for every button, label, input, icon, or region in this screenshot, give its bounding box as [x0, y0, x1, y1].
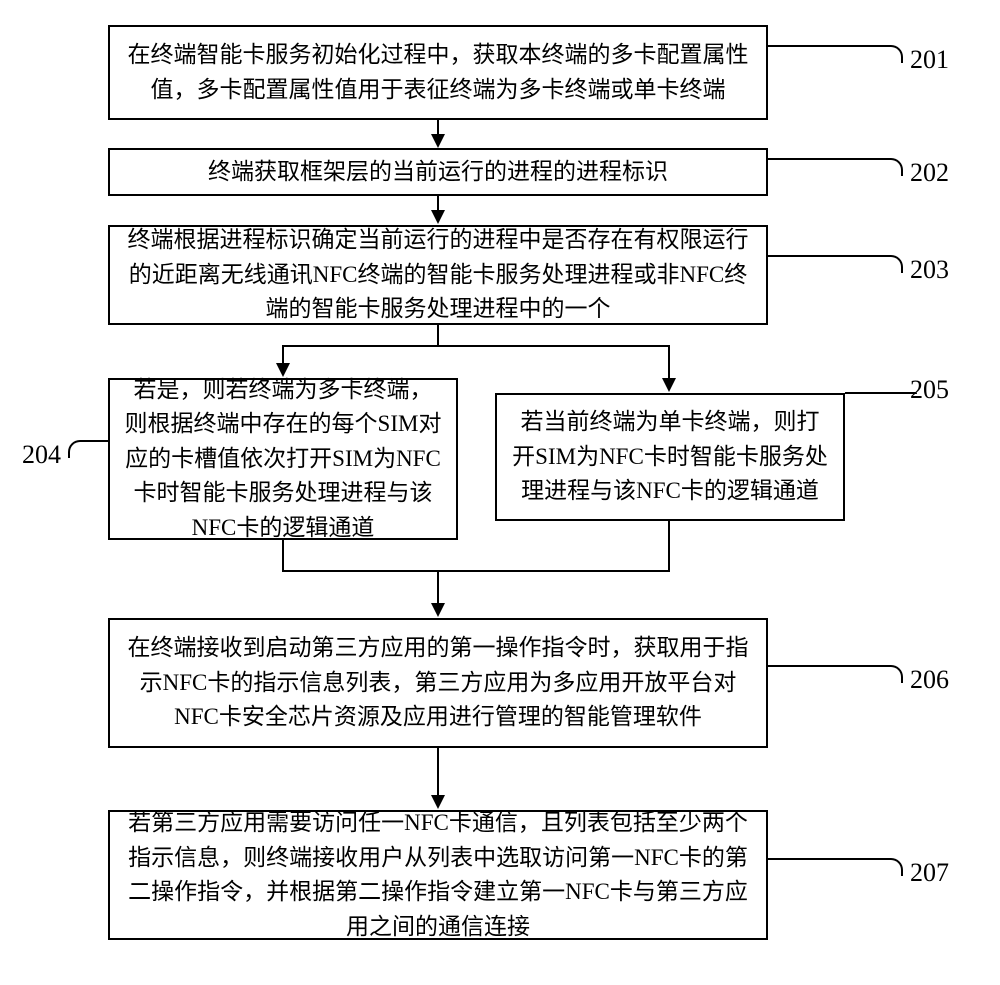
connector-202 — [768, 158, 903, 176]
connector-205 — [845, 392, 903, 394]
flow-box-204: 若是，则若终端为多卡终端，则根据终端中存在的每个SIM对应的卡槽值依次打开SIM… — [108, 378, 458, 540]
arrow-204-merge — [282, 540, 284, 570]
label-205: 205 — [910, 375, 949, 405]
label-201: 201 — [910, 45, 949, 75]
label-203: 203 — [910, 255, 949, 285]
arrowhead-201-202 — [431, 134, 445, 148]
label-207: 207 — [910, 858, 949, 888]
arrowhead-206 — [431, 603, 445, 617]
box-207-text: 若第三方应用需要访问任一NFC卡通信，且列表包括至少两个指示信息，则终端接收用户… — [124, 806, 752, 944]
label-204: 204 — [22, 440, 61, 470]
box-203-text: 终端根据进程标识确定当前运行的进程中是否存在有权限运行的近距离无线通讯NFC终端… — [124, 223, 752, 327]
connector-206 — [768, 665, 903, 683]
arrow-205-merge — [668, 521, 670, 570]
arrow-203-split-h — [282, 345, 670, 347]
arrowhead-204 — [276, 363, 290, 377]
box-205-text: 若当前终端为单卡终端，则打开SIM为NFC卡时智能卡服务处理进程与该NFC卡的逻… — [511, 405, 829, 509]
connector-207 — [768, 858, 903, 876]
arrow-merge-206 — [437, 570, 439, 605]
connector-201 — [768, 45, 903, 63]
arrow-merge-h — [282, 570, 670, 572]
flow-box-205: 若当前终端为单卡终端，则打开SIM为NFC卡时智能卡服务处理进程与该NFC卡的逻… — [495, 393, 845, 521]
connector-204 — [68, 440, 108, 458]
flow-box-202: 终端获取框架层的当前运行的进程的进程标识 — [108, 148, 768, 196]
arrow-split-205 — [668, 345, 670, 380]
box-201-text: 在终端智能卡服务初始化过程中，获取本终端的多卡配置属性值，多卡配置属性值用于表征… — [124, 38, 752, 107]
box-206-text: 在终端接收到启动第三方应用的第一操作指令时，获取用于指示NFC卡的指示信息列表，… — [124, 631, 752, 735]
label-206: 206 — [910, 665, 949, 695]
flow-box-207: 若第三方应用需要访问任一NFC卡通信，且列表包括至少两个指示信息，则终端接收用户… — [108, 810, 768, 940]
flow-box-201: 在终端智能卡服务初始化过程中，获取本终端的多卡配置属性值，多卡配置属性值用于表征… — [108, 25, 768, 120]
label-202: 202 — [910, 158, 949, 188]
box-202-text: 终端获取框架层的当前运行的进程的进程标识 — [208, 155, 668, 190]
box-204-text: 若是，则若终端为多卡终端，则根据终端中存在的每个SIM对应的卡槽值依次打开SIM… — [124, 373, 442, 546]
flow-box-203: 终端根据进程标识确定当前运行的进程中是否存在有权限运行的近距离无线通讯NFC终端… — [108, 225, 768, 325]
connector-203 — [768, 255, 903, 273]
arrowhead-206-207 — [431, 795, 445, 809]
arrowhead-205 — [662, 378, 676, 392]
arrow-206-207 — [437, 748, 439, 796]
arrowhead-202-203 — [431, 210, 445, 224]
flow-box-206: 在终端接收到启动第三方应用的第一操作指令时，获取用于指示NFC卡的指示信息列表，… — [108, 618, 768, 748]
arrow-203-split-v — [437, 325, 439, 345]
arrow-split-204 — [282, 345, 284, 365]
flowchart-container: 在终端智能卡服务初始化过程中，获取本终端的多卡配置属性值，多卡配置属性值用于表征… — [0, 0, 1000, 985]
